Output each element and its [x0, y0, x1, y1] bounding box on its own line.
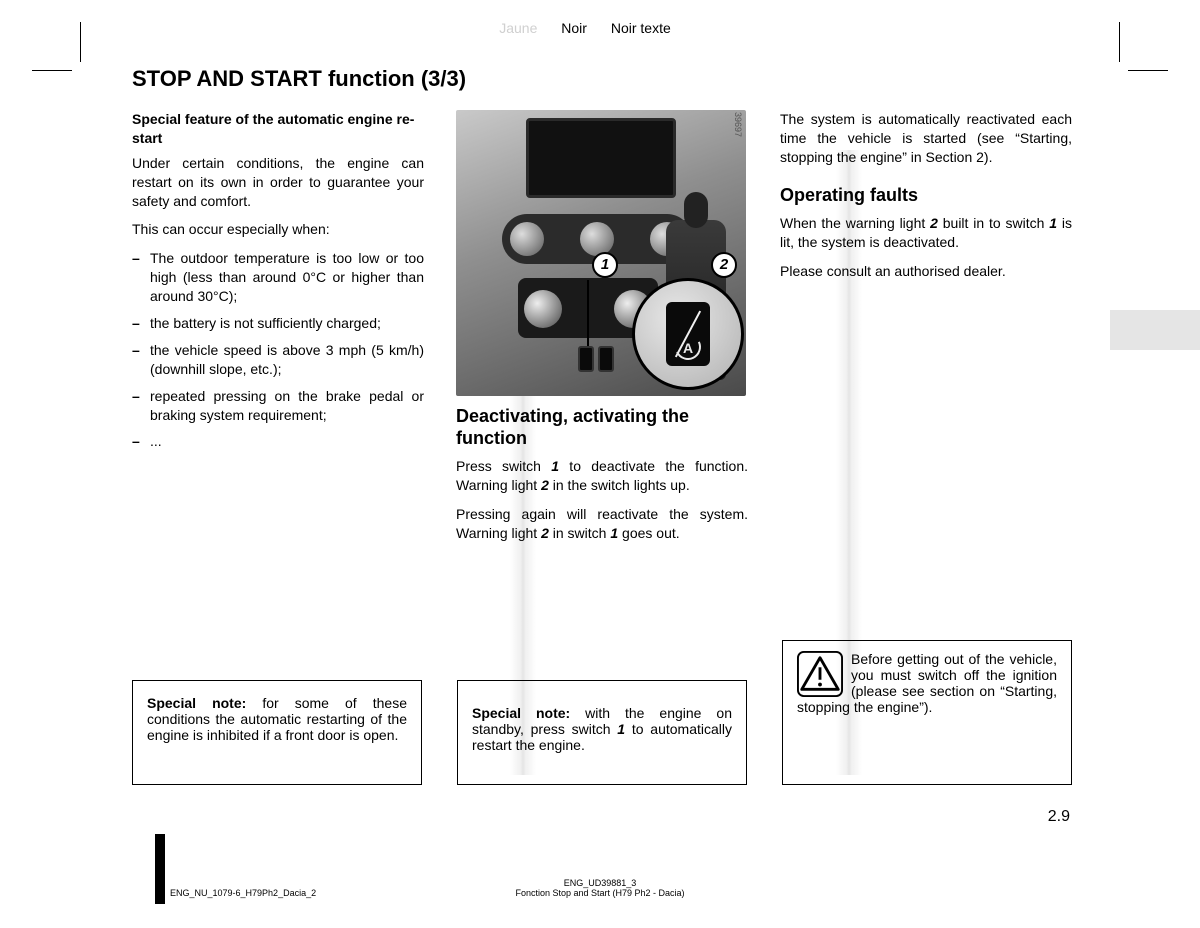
- warning-icon: [797, 651, 843, 697]
- column-right: The system is automatically reactivated …: [780, 110, 1072, 553]
- list-item: repeated pressing on the brake pedal or …: [132, 387, 424, 425]
- dashboard-figure: 1 2 A 39697: [456, 110, 746, 396]
- list-item: ...: [132, 432, 424, 451]
- figure-switch: [598, 346, 614, 372]
- page-title: STOP AND START function (3/3): [132, 66, 1170, 92]
- text: in switch: [549, 525, 610, 541]
- col2-heading: Deactivating, activating the function: [456, 406, 748, 449]
- special-note-1: Special note: for some of these conditio…: [132, 680, 422, 785]
- stop-start-button-icon: A: [666, 302, 710, 366]
- note-lead: Special note:: [147, 695, 246, 711]
- footer-center-bottom: Fonction Stop and Start (H79 Ph2 - Dacia…: [0, 888, 1200, 898]
- col1-subhead: Special feature of the automatic engine …: [132, 110, 424, 148]
- col3-p1: The system is automatically reactivated …: [780, 110, 1072, 167]
- page-number: 2.9: [1048, 808, 1070, 826]
- col2-p1: Press switch 1 to deactivate the functio…: [456, 457, 748, 495]
- figure-screen: [526, 118, 676, 198]
- ref-1: 1: [610, 525, 618, 541]
- column-center: 1 2 A 39697 Deactivating, activating the…: [456, 110, 748, 553]
- col1-p1: Under certain conditions, the engine can…: [132, 154, 424, 211]
- column-left: Special feature of the automatic engine …: [132, 110, 424, 553]
- text: in the switch lights up.: [549, 477, 690, 493]
- crop-mark: [32, 70, 72, 71]
- figure-zoom-switch: A: [632, 278, 744, 390]
- footer-center: ENG_UD39881_3 Fonction Stop and Start (H…: [0, 878, 1200, 898]
- col1-p2: This can occur especially when:: [132, 220, 424, 239]
- ref-1: 1: [551, 458, 559, 474]
- content-columns: Special feature of the automatic engine …: [132, 110, 1072, 553]
- color-header: Jaune Noir Noir texte: [0, 20, 1170, 36]
- ref-2: 2: [930, 215, 938, 231]
- text: goes out.: [618, 525, 680, 541]
- list-item: The outdoor temperature is too low or to…: [132, 249, 424, 306]
- col3-p2: When the warning light 2 built in to swi…: [780, 214, 1072, 252]
- col1-bullets: The outdoor temperature is too low or to…: [132, 249, 424, 451]
- figure-switch: [578, 346, 594, 372]
- list-item: the battery is not sufficiently charged;: [132, 314, 424, 333]
- callout-1: 1: [592, 252, 618, 278]
- special-note-2: Special note: with the engine on standby…: [457, 680, 747, 785]
- header-noir-texte: Noir texte: [611, 20, 671, 36]
- col3-p3: Please consult an authorised dealer.: [780, 262, 1072, 281]
- col3-heading: Operating faults: [780, 185, 1072, 207]
- ref-2: 2: [541, 477, 549, 493]
- callout-leader: [587, 280, 589, 346]
- text: built in to switch: [938, 215, 1049, 231]
- ref-1: 1: [617, 721, 625, 737]
- header-jaune: Jaune: [499, 20, 537, 36]
- callout-2: 2: [711, 252, 737, 278]
- figure-knob: [510, 222, 544, 256]
- figure-knob: [580, 222, 614, 256]
- figure-code: 39697: [732, 112, 744, 137]
- footer-center-top: ENG_UD39881_3: [0, 878, 1200, 888]
- col2-p2: Pressing again will reactivate the syste…: [456, 505, 748, 543]
- note-lead: Special note:: [472, 705, 570, 721]
- ref-2: 2: [541, 525, 549, 541]
- header-noir: Noir: [561, 20, 587, 36]
- list-item: the vehicle speed is above 3 mph (5 km/h…: [132, 341, 424, 379]
- figure-dial: [524, 290, 562, 328]
- ref-1: 1: [1049, 215, 1057, 231]
- warning-note: Before getting out of the vehicle, you m…: [782, 640, 1072, 785]
- text: Press switch: [456, 458, 551, 474]
